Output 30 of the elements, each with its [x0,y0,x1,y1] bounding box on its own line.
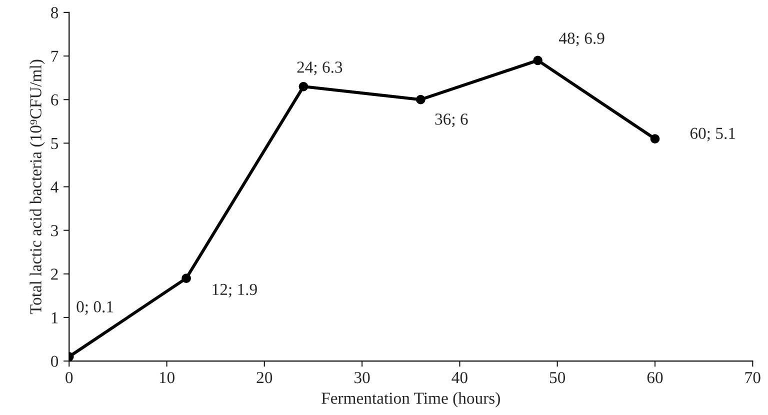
point [298,82,308,92]
y-axis-title: Total lactic acid bacteria (10⁹CFU/ml) [30,60,45,314]
x-tick-label: 30 [354,372,370,384]
y-tick-label: 0 [51,356,58,367]
x-tick-label: 20 [256,372,272,384]
y-tick-label: 4 [50,182,58,193]
point [650,134,660,144]
point [533,56,543,66]
y-tick-label: 2 [51,268,58,280]
x-axis-title: Fermentation Time (hours) [322,392,500,408]
x-tick-label: 0 [66,372,73,384]
annotation: 12; 1.9 [212,284,257,298]
x-tick-label: 70 [745,372,760,384]
y-tick-label: 3 [51,225,58,236]
x-tick-label: 40 [452,372,468,384]
x-tick-label: 50 [550,372,566,384]
y-tick-label: 1 [52,312,58,324]
y-tick-label: 6 [51,94,58,106]
x-tick-label: 60 [647,372,663,384]
annotation: 36; 6 [435,114,468,128]
x-tick-label: 10 [160,372,174,384]
annotation: 48; 6.9 [558,32,604,46]
point [416,94,426,104]
annotation: 0; 0.1 [76,301,114,315]
y-tick-label: 5 [51,138,58,150]
annotation: 60; 5.1 [690,128,736,142]
annotation: 24; 6.3 [297,62,342,76]
y-tick-label: 8 [51,7,58,18]
point [182,274,191,283]
y-tick-label: 7 [51,50,58,62]
